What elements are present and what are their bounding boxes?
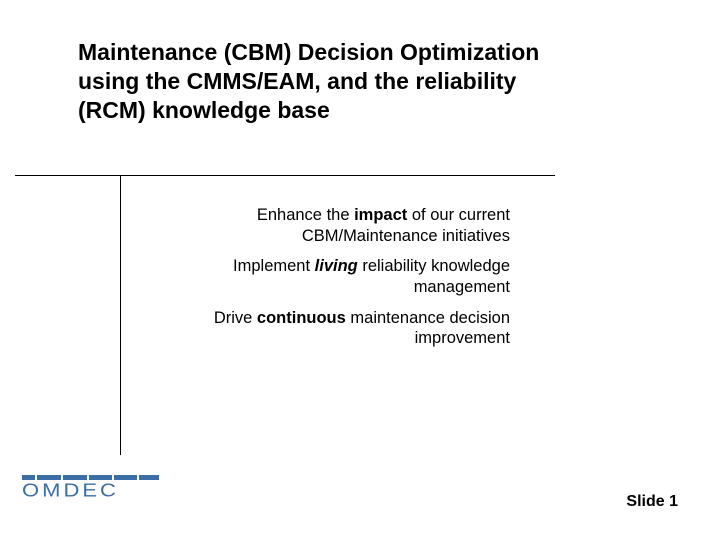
horizontal-rule — [15, 175, 555, 176]
emphasis-bold: continuous — [257, 309, 346, 327]
text-fragment: reliability knowledge management — [358, 257, 510, 296]
text-fragment: Drive — [214, 309, 257, 327]
logo-text: OMDEC — [22, 481, 192, 500]
body-line-1: Enhance the impact of our current CBM/Ma… — [160, 205, 510, 246]
slide-number: Slide 1 — [626, 493, 678, 511]
vertical-rule — [120, 175, 121, 455]
emphasis-italic: living — [315, 257, 358, 275]
body-line-2: Implement living reliability knowledge m… — [160, 256, 510, 297]
slide-title: Maintenance (CBM) Decision Optimization … — [78, 38, 563, 124]
body-line-3: Drive continuous maintenance decision im… — [160, 308, 510, 349]
emphasis-bold: impact — [354, 206, 407, 224]
text-fragment: Enhance the — [257, 206, 354, 224]
omdec-logo: OMDEC — [22, 474, 192, 506]
slide-body: Enhance the impact of our current CBM/Ma… — [160, 205, 510, 359]
slide: Maintenance (CBM) Decision Optimization … — [0, 0, 720, 540]
text-fragment: Implement — [233, 257, 315, 275]
text-fragment: maintenance decision improvement — [346, 309, 510, 348]
